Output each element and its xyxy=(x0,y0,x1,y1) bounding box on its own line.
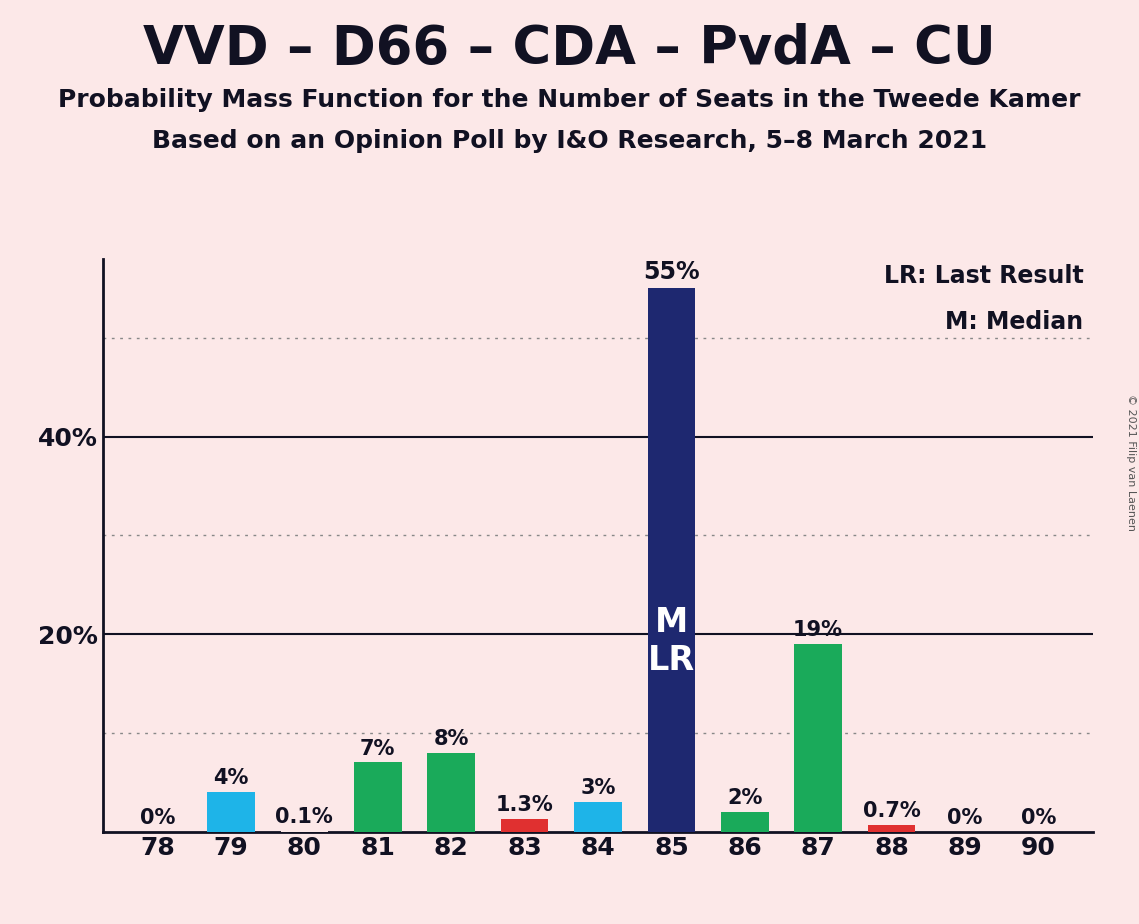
Text: 19%: 19% xyxy=(793,620,843,640)
Text: 7%: 7% xyxy=(360,738,395,759)
Bar xyxy=(207,792,255,832)
Bar xyxy=(794,644,842,832)
Bar xyxy=(354,762,402,832)
Text: 3%: 3% xyxy=(580,778,616,798)
Text: Probability Mass Function for the Number of Seats in the Tweede Kamer: Probability Mass Function for the Number… xyxy=(58,88,1081,112)
Bar xyxy=(868,825,916,832)
Text: 8%: 8% xyxy=(434,729,469,748)
Text: 0%: 0% xyxy=(948,808,983,828)
Text: 4%: 4% xyxy=(213,768,248,788)
Bar xyxy=(647,288,695,832)
Bar xyxy=(501,819,549,832)
Text: 0.7%: 0.7% xyxy=(862,801,920,821)
Text: LR: Last Result: LR: Last Result xyxy=(884,264,1083,288)
Text: 55%: 55% xyxy=(644,261,699,285)
Text: © 2021 Filip van Laenen: © 2021 Filip van Laenen xyxy=(1126,394,1136,530)
Bar xyxy=(280,831,328,832)
Text: Based on an Opinion Poll by I&O Research, 5–8 March 2021: Based on an Opinion Poll by I&O Research… xyxy=(151,129,988,153)
Text: VVD – D66 – CDA – PvdA – CU: VVD – D66 – CDA – PvdA – CU xyxy=(144,23,995,75)
Bar xyxy=(574,802,622,832)
Text: 1.3%: 1.3% xyxy=(495,795,554,815)
Bar xyxy=(427,752,475,832)
Text: M
LR: M LR xyxy=(648,606,695,677)
Text: M: Median: M: Median xyxy=(945,310,1083,334)
Bar xyxy=(721,812,769,832)
Text: 2%: 2% xyxy=(727,788,762,808)
Text: 0%: 0% xyxy=(1021,808,1056,828)
Text: 0.1%: 0.1% xyxy=(276,807,334,827)
Text: 0%: 0% xyxy=(140,808,175,828)
